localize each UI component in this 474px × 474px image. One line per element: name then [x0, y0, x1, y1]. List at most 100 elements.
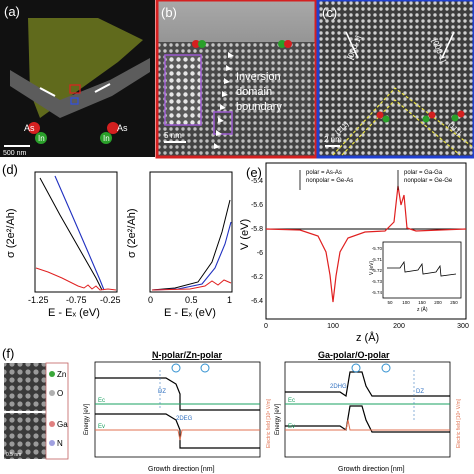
- inset-e-xlabel: z (Å): [417, 306, 428, 313]
- annot-f-left-dz: DZ: [158, 389, 166, 395]
- atom-as-right: [107, 122, 119, 134]
- atom-ga-label: Ga: [57, 420, 68, 429]
- atom-red-c2: [428, 111, 436, 119]
- panel-label-c: (c): [322, 5, 337, 20]
- roi-box-blue: [70, 97, 79, 105]
- boundary-text-3: boundary: [236, 101, 282, 113]
- title-f-right: Ga-polar/O-polar: [318, 350, 390, 360]
- plot-f-right-frame: [284, 361, 451, 458]
- arrow-c-left: [345, 31, 359, 59]
- boundary-arrows: [214, 52, 234, 149]
- panel-b-frame: [155, 0, 318, 159]
- svg-text:100: 100: [402, 300, 410, 305]
- panel-d: (d) σ (2e²/Ah) -1.25 -0.75 -0.25 E - Eₓ …: [2, 162, 233, 319]
- panel-e: (e) -5.4 -5.6 -5.8 -6 -6.2 -6.4 0 100 20…: [239, 162, 469, 344]
- atom-red-b: [192, 40, 200, 48]
- curve-d-right-red: [151, 279, 232, 291]
- inset-e-yticks: -5.70 -5.71 -5.72 -5.73 -5.74: [372, 246, 383, 295]
- svg-text:-5.8: -5.8: [251, 226, 263, 233]
- label-as-right: As: [117, 123, 128, 133]
- atom-zn-dot: [49, 371, 55, 377]
- field-f-right: [285, 419, 450, 431]
- panel-b-roi: [213, 111, 233, 135]
- panel-label-b: (b): [161, 5, 177, 20]
- svg-text:-5.70: -5.70: [372, 246, 383, 251]
- curve-d-left-red: [35, 267, 117, 291]
- xticks-e: 0 100 200 300: [264, 323, 469, 330]
- curve-f-right-ev: [285, 405, 450, 433]
- y2label-f-left: Electric field [10⁸ V/m]: [266, 398, 272, 448]
- atom-ga-dot: [49, 421, 55, 427]
- ylabel-d-right: σ (2e²/Ah): [126, 208, 138, 258]
- inset-e-frame: [382, 241, 462, 299]
- title-f-left: N-polar/Zn-polar: [152, 350, 222, 360]
- boundary-text-2: domain: [236, 86, 272, 98]
- nanowire-arm: [10, 58, 150, 118]
- annot-f-right-dz: DZ: [416, 389, 424, 395]
- curve-e-red: [265, 185, 467, 303]
- xtick-d-left-0: -1.25: [28, 295, 49, 305]
- svg-text:-5.4: -5.4: [251, 178, 263, 185]
- svg-text:-5.72: -5.72: [372, 268, 383, 273]
- svg-text:-6: -6: [257, 250, 263, 257]
- annot-e-left-2: nonpolar = Ge-As: [306, 178, 353, 184]
- xlabel-f-right: Growth direction [nm]: [338, 466, 405, 473]
- panel-b: Inversion domain boundary 5 nm (b): [155, 0, 318, 159]
- panel-f: (f) Zn O Ga N 0.5 nm N-polar/Zn-polar DZ…: [2, 346, 462, 473]
- charge-minus-f-left: [200, 363, 210, 373]
- scale-text-b: 5 nm: [164, 131, 182, 140]
- band-label-ev-left: Ev: [98, 424, 105, 430]
- svg-text:100: 100: [327, 323, 339, 330]
- atom-green-b: [198, 40, 206, 48]
- yellow-facet-lines-2: [341, 99, 461, 156]
- svg-text:200: 200: [393, 323, 405, 330]
- panel-b-inset: [164, 54, 202, 126]
- atom-green-c3: [451, 114, 459, 122]
- yticks-e: -5.4 -5.6 -5.8 -6 -6.2 -6.4: [251, 178, 263, 305]
- xlabel-d-left: E - Eₓ (eV): [48, 307, 100, 319]
- panel-c-frame: [316, 0, 474, 159]
- afm-zn-o: [4, 363, 46, 411]
- svg-text:50: 50: [387, 300, 393, 305]
- plot-d-right-frame: [149, 171, 233, 293]
- inset-e-ylabel: V (eV): [369, 260, 375, 275]
- boundary-text-1: Inversion: [236, 71, 281, 83]
- svg-text:-5.74: -5.74: [372, 290, 383, 295]
- svg-text:-5.73: -5.73: [372, 279, 383, 284]
- inset-e-xticks: 50 100 150 200 250: [387, 300, 458, 305]
- atom-green-b2: [278, 40, 286, 48]
- yellow-facet-lines: [332, 87, 474, 156]
- ylabel-f-right: Energy [eV]: [275, 403, 281, 435]
- atom-red-b2: [284, 40, 292, 48]
- atom-in-left: [35, 132, 47, 144]
- atom-legend: [45, 362, 69, 460]
- panel-a: As In In As 500 nm (a): [0, 0, 155, 157]
- atom-o-dot: [49, 390, 55, 396]
- y2label-f-right: Electric field [10⁸ V/m]: [456, 398, 462, 448]
- field-f-left: [95, 429, 260, 441]
- charge-plus-f-left: [171, 363, 181, 373]
- panel-label-e: (e): [246, 165, 262, 180]
- scale-text-c: 2 nm: [324, 135, 342, 144]
- label-in-left: In: [38, 134, 45, 143]
- plot-d-left-frame: [34, 171, 118, 293]
- panel-c-image: [318, 0, 474, 157]
- annot-e-right-2: nonpolar = Ge-Ge: [404, 178, 453, 184]
- atom-as-left: [28, 122, 40, 134]
- xtick-d-right-0: 0: [148, 295, 153, 305]
- annot-e-right-1: polar = Ga-Ga: [404, 170, 443, 176]
- annot-f-right-2dhg: 2DHG: [330, 384, 347, 390]
- xtick-d-right-2: 1: [227, 295, 232, 305]
- svg-text:0: 0: [264, 323, 268, 330]
- plot-e-frame: [265, 162, 467, 320]
- panel-c: [000-1] [000-1] {111} {111} 2 nm (c): [316, 0, 474, 159]
- arrow-c-right: [441, 31, 455, 59]
- atom-green-c: [382, 115, 390, 123]
- atom-red-c3: [457, 110, 465, 118]
- charge-plus-f-right: [381, 363, 391, 373]
- band-label-ec-left: Ec: [98, 398, 105, 404]
- curve-d-left-blue: [54, 175, 105, 291]
- label-in-right: In: [103, 134, 110, 143]
- band-label-ec-right: Ec: [288, 398, 295, 404]
